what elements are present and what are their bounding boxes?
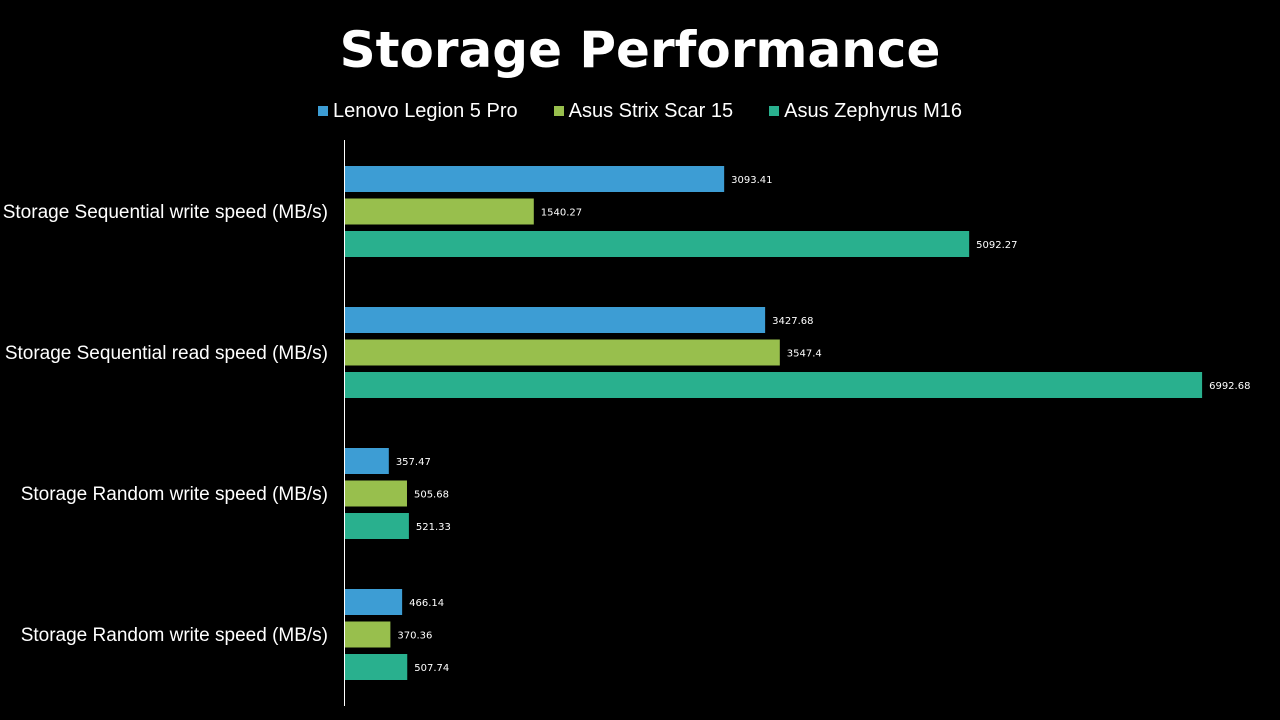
value-label-lenovo-legion-5-pro-0: 3093.41 (731, 175, 772, 186)
legend-item-asus-strix-scar-15: Asus Strix Scar 15 (553, 98, 734, 124)
value-label-lenovo-legion-5-pro-1: 3427.68 (772, 316, 813, 327)
legend-item-asus-zephyrus-m16: Asus Zephyrus M16 (769, 98, 962, 124)
legend-swatch-lenovo-legion-5-pro (318, 106, 329, 116)
legend-label-lenovo-legion-5-pro: Lenovo Legion 5 Pro (333, 100, 518, 122)
legend-label-asus-strix-scar-15: Asus Strix Scar 15 (568, 100, 734, 122)
value-label-asus-zephyrus-m16-2: 521.33 (416, 522, 451, 533)
value-label-asus-strix-scar-15-1: 3547.4 (787, 349, 822, 360)
bar-asus-strix-scar-15-0 (345, 198, 534, 225)
chart-legend: Lenovo Legion 5 Pro Asus Strix Scar 15 A… (0, 98, 1280, 124)
bar-lenovo-legion-5-pro-3 (345, 589, 403, 615)
bar-lenovo-legion-5-pro-1 (345, 307, 766, 333)
legend-swatch-asus-zephyrus-m16 (769, 106, 780, 116)
bar-asus-zephyrus-m16-1 (345, 372, 1203, 398)
legend-item-lenovo-legion-5-pro: Lenovo Legion 5 Pro (318, 98, 518, 124)
value-label-lenovo-legion-5-pro-2: 357.47 (396, 457, 431, 468)
category-label-0: Storage Sequential write speed (MB/s) (3, 202, 328, 223)
value-label-asus-strix-scar-15-0: 1540.27 (541, 208, 582, 219)
category-label-3: Storage Random write speed (MB/s) (21, 625, 328, 646)
value-label-asus-strix-scar-15-3: 370.36 (397, 631, 432, 642)
value-label-asus-zephyrus-m16-1: 6992.68 (1209, 381, 1250, 392)
bar-asus-strix-scar-15-2 (345, 480, 407, 507)
bar-lenovo-legion-5-pro-2 (345, 448, 389, 474)
category-label-2: Storage Random write speed (MB/s) (21, 484, 328, 505)
bar-asus-strix-scar-15-3 (345, 621, 391, 648)
value-label-lenovo-legion-5-pro-3: 466.14 (409, 598, 444, 609)
value-label-asus-zephyrus-m16-0: 5092.27 (976, 240, 1017, 251)
bar-asus-strix-scar-15-1 (345, 339, 780, 366)
category-label-1: Storage Sequential read speed (MB/s) (5, 343, 328, 364)
bar-lenovo-legion-5-pro-0 (345, 166, 725, 192)
value-label-asus-strix-scar-15-2: 505.68 (414, 490, 449, 501)
bar-asus-zephyrus-m16-0 (345, 231, 970, 257)
value-label-asus-zephyrus-m16-3: 507.74 (414, 663, 449, 674)
legend-label-asus-zephyrus-m16: Asus Zephyrus M16 (784, 100, 962, 122)
bar-asus-zephyrus-m16-3 (345, 654, 408, 680)
chart-title: Storage Performance (339, 21, 941, 79)
bar-asus-zephyrus-m16-2 (345, 513, 409, 539)
legend-swatch-asus-strix-scar-15 (553, 106, 564, 116)
